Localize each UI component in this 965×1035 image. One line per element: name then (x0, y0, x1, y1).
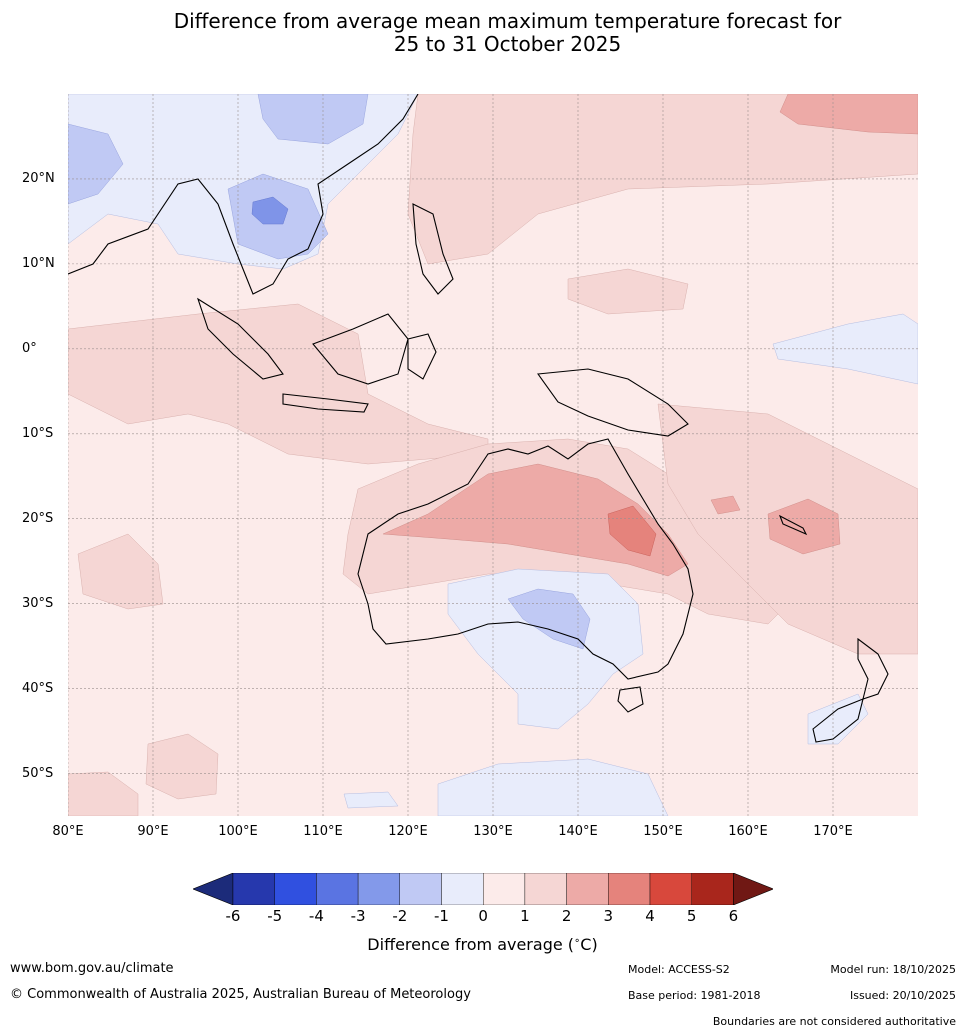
boundaries-disclaimer: Boundaries are not considered authoritat… (712, 1015, 956, 1028)
colorbar-tick-label: 2 (561, 907, 572, 925)
india-cool-patch (68, 123, 124, 205)
latitude-label: 20°N (22, 170, 55, 186)
north-pacific-warm-patch (779, 94, 918, 135)
colorbar-segment (232, 873, 275, 905)
australia-coastline (357, 438, 694, 680)
colorbar-segment (566, 873, 609, 905)
new-zealand-north-coastline (857, 637, 889, 700)
colorbar-segment (399, 873, 442, 905)
java-coastline (282, 393, 369, 413)
latitude-label: 40°S (22, 680, 54, 696)
latitude-label: 50°S (22, 765, 54, 781)
colorbar-tick-label: -1 (434, 907, 449, 925)
mainland-asia-coastline (68, 94, 419, 295)
colorbar-segment (608, 873, 651, 905)
issued-date: Issued: 20/10/2025 (849, 989, 956, 1002)
south-australia-cool-region (447, 568, 644, 730)
colorbar-segment (524, 873, 567, 905)
sulawesi-coastline (407, 333, 437, 380)
china-cool-patch (257, 94, 369, 145)
colorbar-segment (691, 873, 734, 905)
cool-3-2-areas (251, 196, 289, 225)
southern-warm-1 (145, 733, 219, 800)
longitude-label: 160°E (728, 824, 768, 839)
longitude-label: 120°E (388, 824, 428, 839)
colorbar-tick-label: -2 (392, 907, 408, 925)
thailand-cold-spot (251, 196, 289, 225)
map-title: Difference from average mean maximum tem… (0, 10, 965, 56)
colorbar-segment (649, 873, 692, 905)
colorbar-tick-label: -4 (308, 907, 324, 925)
tasmania-coastline (617, 686, 644, 713)
longitude-label: 90°E (137, 824, 169, 839)
degree-symbol-icon: ∘ (574, 935, 581, 947)
colorbar-segment (357, 873, 401, 905)
coral-sea-warm-dot (710, 495, 741, 515)
colorbar-tick-label: -3 (350, 907, 366, 925)
longitude-label: 80°E (52, 824, 84, 839)
latitude-label: 20°S (22, 510, 54, 526)
colorbar-segment (316, 873, 359, 905)
colorbar-title-text: Difference from average ( (367, 935, 575, 954)
colorbar-tick-label: 4 (645, 907, 655, 925)
warm-2-3-areas (382, 94, 918, 577)
new-zealand-south-coastline (812, 698, 864, 743)
longitude-label: 100°E (218, 824, 258, 839)
colorbar-min-extend (193, 873, 234, 905)
colorbar-tick-label: 1 (520, 907, 530, 925)
borneo-coastline (312, 313, 409, 385)
map-canvas (68, 94, 918, 816)
longitude-label: 130°E (473, 824, 513, 839)
colorbar-tick-label: 5 (686, 907, 697, 925)
colorbar-tick-label: -6 (225, 907, 241, 925)
colorbar-segment (441, 873, 484, 905)
colorbar-tick-label: -5 (267, 907, 283, 925)
copyright-notice: © Commonwealth of Australia 2025, Austra… (10, 987, 471, 1002)
colorbar-segment (483, 873, 526, 905)
title-line-1: Difference from average mean maximum tem… (173, 9, 842, 33)
colorbar-title-unit: C) (580, 935, 598, 954)
colorbar-segment (274, 873, 317, 905)
latitude-label: 10°S (22, 425, 54, 441)
longitude-label: 140°E (558, 824, 598, 839)
central-pacific-warm (567, 268, 689, 315)
bight-cool-patch (507, 588, 591, 650)
forecast-map (68, 94, 918, 816)
grid-lines (68, 94, 918, 816)
tasman-cool (807, 693, 869, 745)
latitude-label: 10°N (22, 255, 55, 271)
new-guinea-coastline (537, 368, 689, 437)
colorbar-title: Difference from average (∘C) (0, 935, 965, 954)
base-period: Base period: 1981-2018 (628, 989, 761, 1002)
model-name: Model: ACCESS-S2 (628, 963, 730, 976)
coastlines (68, 94, 889, 743)
longitude-label: 110°E (303, 824, 343, 839)
northern-australia-warm-patch (382, 463, 689, 577)
website-link[interactable]: www.bom.gov.au/climate (10, 961, 174, 976)
latitude-label: 30°S (22, 595, 54, 611)
longitude-label: 150°E (643, 824, 683, 839)
sumatra-coastline (196, 297, 284, 380)
colorbar-max-extend (733, 873, 773, 905)
southern-warm-2 (68, 771, 139, 816)
colorbar-tick-label: 0 (478, 907, 488, 925)
philippines-coastline (412, 203, 454, 295)
southern-ocean-cool-1 (437, 758, 669, 816)
colorbar-tick-label: 6 (728, 907, 739, 925)
longitude-label: 170°E (813, 824, 853, 839)
colorbar (193, 873, 773, 905)
title-line-2: 25 to 31 October 2025 (393, 32, 622, 56)
new-caledonia-warm-patch (767, 498, 841, 555)
west-indian-warm (77, 533, 164, 610)
latitude-label: 0° (22, 340, 37, 356)
colorbar-tick-label: 3 (603, 907, 614, 925)
southern-ocean-cool-2 (343, 791, 399, 809)
new-caledonia-coastline (778, 514, 808, 536)
model-run-date: Model run: 18/10/2025 (830, 963, 956, 976)
